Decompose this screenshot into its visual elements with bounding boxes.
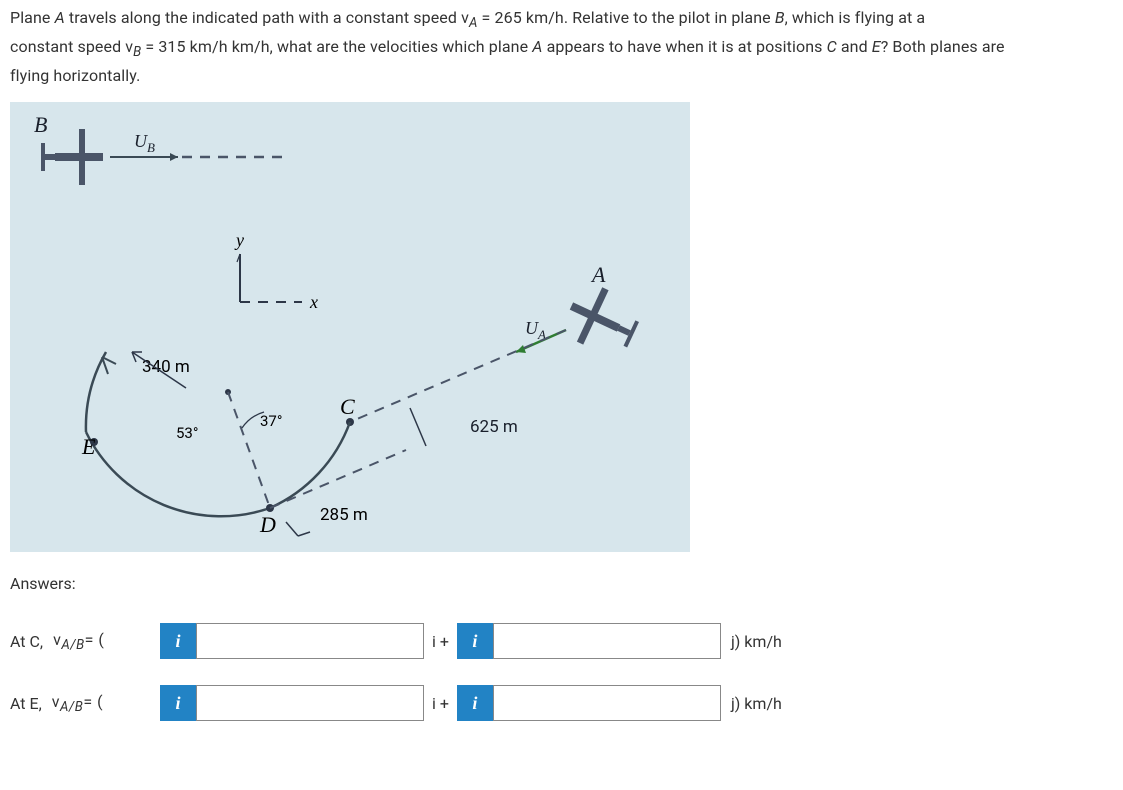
pos-c: C <box>827 37 837 56</box>
answers-label: Answers: <box>10 574 1113 593</box>
svg-text:53°: 53° <box>176 424 198 442</box>
at-e-label: At E, <box>10 694 42 713</box>
svg-text:625 m: 625 m <box>470 417 518 437</box>
units: km/h <box>522 8 564 27</box>
info-button-e-j[interactable]: i <box>457 685 493 721</box>
text: km/h, what are the velocities which plan… <box>228 37 533 56</box>
text: travels along the indicated path with a … <box>65 8 469 27</box>
pos-e: E <box>872 37 881 56</box>
text: appears to have when it is at positions <box>543 37 827 56</box>
svg-text:UB: UB <box>134 131 155 155</box>
input-c-i[interactable] <box>196 623 424 659</box>
text: Plane <box>10 8 55 27</box>
svg-text:D: D <box>259 512 276 537</box>
diagram-svg: B UB y x A UA <box>10 102 690 552</box>
iplus: i + <box>432 632 449 651</box>
speed-b: 315 <box>158 37 185 56</box>
text: = <box>477 8 494 27</box>
units: km/h <box>186 37 228 56</box>
j-unit: j) km/h <box>731 632 782 651</box>
answer-row-e: At E, vA/B= ( i i + i j) km/h <box>10 685 1113 721</box>
svg-text:x: x <box>309 292 318 312</box>
diagram: B UB y x A UA <box>10 102 690 552</box>
text: flying horizontally. <box>10 66 140 85</box>
svg-text:C: C <box>340 394 355 419</box>
svg-text:285 m: 285 m <box>320 505 368 525</box>
svg-text:y: y <box>234 230 244 250</box>
speed-a: 265 <box>495 8 522 27</box>
text: , which is flying at a <box>785 8 926 27</box>
vab-symbol: vA/B= ( <box>53 630 104 653</box>
plane-a: A <box>55 8 65 27</box>
svg-text:E: E <box>81 434 96 459</box>
j-unit: j) km/h <box>731 694 782 713</box>
info-button-c-i[interactable]: i <box>160 623 196 659</box>
input-e-j[interactable] <box>493 685 721 721</box>
problem-statement: Plane A travels along the indicated path… <box>10 6 1113 88</box>
svg-text:UA: UA <box>525 318 546 342</box>
text: ? Both planes are <box>881 37 1005 56</box>
answer-row-c: At C, vA/B= ( i i + i j) km/h <box>10 623 1113 659</box>
svg-text:A: A <box>590 262 606 287</box>
vab-symbol: vA/B= ( <box>52 692 103 715</box>
text: = <box>141 37 158 56</box>
text: and <box>837 37 872 56</box>
text: constant speed v <box>10 37 133 56</box>
plane-a: A <box>532 37 542 56</box>
info-button-e-i[interactable]: i <box>160 685 196 721</box>
label-b: B <box>34 112 47 137</box>
at-c-label: At C, <box>10 632 43 651</box>
input-e-i[interactable] <box>196 685 424 721</box>
plane-b: B <box>775 8 785 27</box>
input-c-j[interactable] <box>493 623 721 659</box>
iplus: i + <box>432 694 449 713</box>
svg-text:37°: 37° <box>260 412 282 430</box>
text: . Relative to the pilot in plane <box>564 8 775 27</box>
info-button-c-j[interactable]: i <box>457 623 493 659</box>
